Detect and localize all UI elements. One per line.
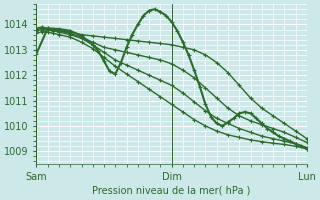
- X-axis label: Pression niveau de la mer( hPa ): Pression niveau de la mer( hPa ): [92, 186, 251, 196]
